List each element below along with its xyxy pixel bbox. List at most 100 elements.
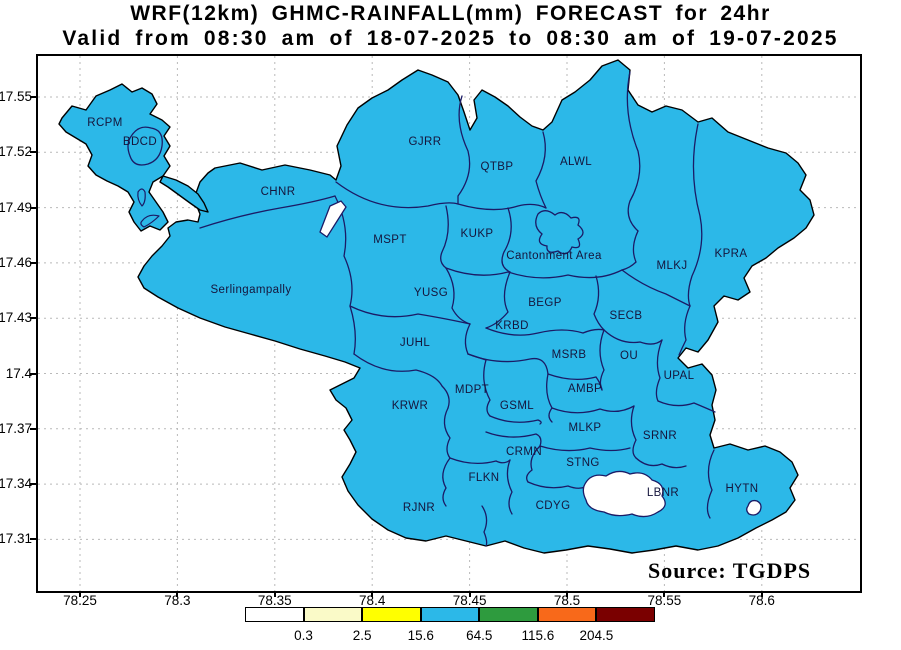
zone-boundary-line (547, 373, 603, 391)
zone-label: SECB (609, 310, 643, 322)
small-island (140, 214, 160, 228)
colorbar-segment (596, 607, 655, 622)
zone-boundary-line (440, 205, 449, 269)
zone-boundary-line (539, 445, 631, 452)
y-axis-tick (30, 261, 38, 264)
zone-boundary-line (527, 481, 586, 489)
y-axis-label: 17.49 (0, 199, 32, 215)
lake (582, 470, 666, 518)
zone-boundary-line (199, 195, 336, 229)
land-polygons (58, 59, 815, 554)
zone-boundary-line (655, 339, 663, 402)
zone-boundary-line (535, 131, 547, 209)
colorbar-threshold-label: 64.5 (466, 628, 493, 643)
y-axis-label: 17.52 (0, 144, 32, 160)
zone-label: KPRA (714, 248, 748, 260)
y-axis-label: 17.31 (0, 531, 32, 547)
zone-boundary-line (485, 271, 511, 329)
zone-boundary-line (678, 305, 691, 356)
map-plot-area: RCPM BDCD CHNR GJRR QTBP ALWL MSPT KUKP Cantonme… (36, 54, 862, 593)
colorbar-threshold-label: 115.6 (521, 628, 555, 643)
zone-boundary-line (526, 445, 541, 483)
zone-boundary-line (467, 353, 487, 361)
zone-label: ALWL (559, 156, 593, 168)
x-axis-label: 78.35 (257, 593, 292, 608)
x-axis-label: 78.5 (553, 593, 581, 608)
zone-label: GJRR (408, 136, 442, 148)
zone-label: BEGP (528, 297, 562, 309)
ghmc-main-landmass (137, 59, 815, 554)
x-axis-tick (760, 591, 763, 597)
y-axis-label: 17.43 (0, 310, 32, 326)
zone-label: KRWR (391, 400, 429, 412)
colorbar-segment (420, 607, 480, 622)
zone-boundary-line (621, 230, 639, 271)
zone-boundary-line (635, 457, 687, 469)
x-axis-tick (79, 591, 81, 597)
y-axis-label: 17.34 (0, 476, 32, 492)
y-axis-label: 17.4 (5, 365, 32, 381)
zone-label: JUHL (399, 337, 431, 349)
zone-boundary-line (449, 457, 511, 465)
y-axis-tick (30, 427, 38, 430)
zone-boundary-line (489, 415, 542, 425)
zone-label: MSRB (551, 349, 587, 361)
y-axis-tick (30, 372, 38, 375)
zone-boundary-line (657, 400, 716, 413)
zone-label: RJNR (402, 502, 436, 514)
zone-label: CHNR (260, 186, 296, 198)
ghmc-map (38, 56, 860, 591)
zone-boundary-line (535, 210, 584, 255)
zone-label: KRBD (495, 320, 529, 332)
x-axis-tick (663, 591, 666, 597)
zone-label: OU (619, 350, 639, 362)
zone-label: UPAL (663, 370, 695, 382)
zone-label: STNG (566, 457, 600, 469)
rcpm-landmass (58, 83, 171, 232)
colorbar-segment (362, 607, 421, 622)
colorbar-segment (537, 607, 597, 622)
zone-label: MLKJ (656, 260, 688, 272)
x-axis-label: 78.25 (63, 593, 97, 608)
y-axis-tick (30, 151, 38, 154)
zone-label: AMBP (567, 383, 603, 395)
y-axis-tick (30, 538, 38, 541)
y-axis-tick (30, 483, 38, 486)
x-axis-label: 78.3 (164, 593, 191, 608)
zone-label: Serlingampally (210, 284, 292, 296)
colorbar-threshold-label: 15.6 (407, 628, 434, 643)
zone-label: MDPT (454, 384, 490, 396)
zone-boundary-line (442, 457, 451, 507)
zone-label: MLKP (568, 422, 602, 434)
zone-boundary-line (626, 71, 641, 232)
zone-label: FLKN (468, 472, 500, 484)
zone-label: Cantonment Area (506, 250, 602, 262)
y-axis-tick (30, 96, 38, 98)
x-axis-tick (371, 591, 374, 597)
y-axis-tick (30, 317, 38, 320)
y-axis-label: 17.55 (0, 89, 32, 104)
colorbar-segment (245, 607, 304, 622)
connector-strip (159, 175, 209, 213)
zone-label: RCPM (87, 117, 123, 129)
zone-boundary-line (551, 405, 635, 414)
zone-boundary-line (483, 359, 491, 417)
rainfall-colorbar: 0.3 2.5 15.6 64.5 115.6 204.5 (245, 607, 655, 643)
zone-label: CRMN (505, 446, 543, 458)
zone-boundary-line (706, 449, 715, 519)
x-axis-tick (176, 591, 179, 597)
x-axis-tick (566, 591, 568, 597)
zone-boundary-line (443, 407, 451, 459)
zone-boundary-line (464, 323, 471, 355)
zone-label: KUKP (460, 228, 494, 240)
small-island (137, 188, 146, 207)
zone-boundary-line (445, 267, 623, 279)
y-axis-label: 17.46 (0, 254, 32, 270)
zone-boundary-line (441, 385, 450, 409)
zone-boundary-line (593, 275, 605, 331)
colorbar-threshold-label: 2.5 (352, 628, 372, 643)
zone-label: LBNR (646, 487, 680, 499)
zone-boundary-line (349, 305, 471, 325)
zone-boundary-line (603, 329, 663, 345)
zone-label: BDCD (122, 136, 158, 148)
